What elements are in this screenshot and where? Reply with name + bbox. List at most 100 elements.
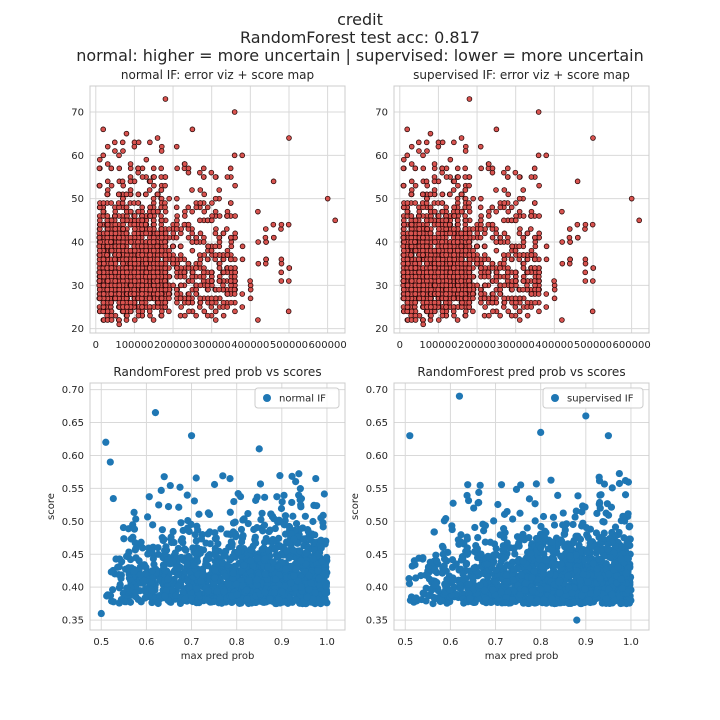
data-point: [162, 96, 169, 102]
data-point: [127, 187, 134, 193]
data-point: [270, 221, 277, 228]
data-point: [474, 282, 480, 289]
data-point: [154, 544, 162, 552]
data-point: [504, 239, 511, 245]
data-point: [582, 278, 589, 284]
data-point: [185, 234, 192, 241]
data-point: [112, 148, 118, 154]
data-point: [151, 182, 157, 189]
data-point: [108, 200, 114, 206]
data-point: [174, 165, 180, 172]
data-point: [273, 493, 281, 501]
data-point: [528, 291, 535, 297]
data-point: [447, 260, 453, 267]
data-point: [214, 540, 222, 548]
data-point: [131, 256, 138, 263]
data-point: [189, 247, 196, 254]
data-point: [139, 217, 145, 224]
data-point: [501, 169, 507, 176]
data-point: [400, 182, 407, 189]
data-point: [535, 291, 542, 297]
data-point: [210, 480, 219, 489]
data-point: [332, 217, 338, 224]
data-point: [516, 252, 523, 258]
data-point: [101, 260, 107, 267]
data-point: [185, 260, 192, 267]
suptitle-line-1: credit: [337, 10, 383, 29]
data-point: [520, 234, 526, 241]
data-point: [108, 317, 115, 323]
y-tick-label: 40: [375, 238, 388, 249]
panel-title: RandomForest pred prob vs scores: [113, 365, 321, 379]
data-point: [123, 130, 130, 137]
y-tick-label: 20: [375, 324, 388, 335]
data-point: [285, 221, 292, 228]
data-point: [428, 269, 434, 276]
data-point: [321, 589, 329, 597]
data-point: [175, 503, 183, 511]
data-point: [204, 562, 212, 570]
data-point: [416, 295, 423, 302]
data-point: [212, 174, 219, 180]
data-point: [195, 510, 203, 518]
data-point: [451, 204, 457, 211]
data-point: [574, 234, 581, 241]
data-point: [146, 295, 153, 302]
data-point: [150, 239, 157, 245]
data-point: [239, 291, 246, 297]
data-point: [324, 195, 331, 202]
data-point: [174, 564, 182, 572]
data-point: [450, 187, 457, 193]
suptitle-line-2: RandomForest test acc: 0.817: [240, 28, 480, 47]
data-point: [516, 308, 523, 315]
data-point: [154, 256, 161, 263]
data-point: [124, 312, 130, 319]
data-point: [443, 304, 449, 310]
data-point: [509, 243, 516, 250]
data-point: [447, 269, 454, 276]
data-point: [419, 191, 426, 198]
data-point: [119, 217, 126, 224]
data-point: [466, 174, 473, 180]
data-point: [508, 204, 515, 211]
data-point: [287, 579, 295, 587]
x-tick-label: 0.6: [138, 637, 154, 648]
data-point: [228, 299, 234, 306]
data-point: [309, 595, 317, 603]
data-point: [223, 530, 231, 538]
data-point: [96, 278, 103, 284]
data-point: [420, 152, 426, 159]
data-point: [189, 230, 196, 237]
x-tick-label: 200000: [154, 340, 192, 351]
data-point: [567, 256, 573, 263]
data-point: [143, 156, 150, 163]
data-point: [154, 135, 161, 141]
data-point: [147, 139, 153, 146]
data-point: [532, 299, 538, 306]
data-point: [524, 282, 530, 289]
data-point: [423, 178, 430, 185]
data-point: [119, 523, 128, 532]
data-point: [532, 256, 538, 263]
data-point: [559, 260, 566, 267]
y-tick-label: 0.70: [62, 385, 84, 396]
data-point: [100, 291, 107, 297]
data-point: [482, 304, 488, 310]
data-point: [528, 304, 535, 310]
data-point: [227, 200, 234, 206]
data-point: [145, 493, 153, 501]
data-point: [116, 152, 122, 159]
data-point: [478, 165, 484, 172]
data-point: [532, 234, 538, 241]
data-point: [428, 312, 434, 319]
data-point: [412, 247, 419, 254]
data-point: [427, 256, 434, 263]
data-point: [104, 178, 111, 185]
data-point: [146, 265, 153, 271]
data-point: [150, 560, 158, 568]
data-point: [512, 295, 519, 302]
data-point: [131, 539, 139, 547]
data-point: [150, 247, 157, 254]
data-point: [574, 221, 581, 228]
data-point: [104, 213, 111, 219]
